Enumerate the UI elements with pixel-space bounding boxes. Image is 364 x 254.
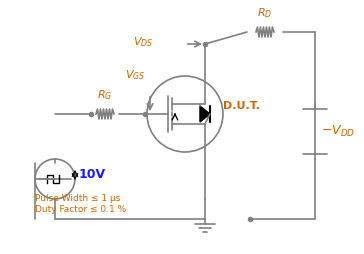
Text: $V_{GS}$: $V_{GS}$ [125,68,145,82]
Text: Pulse Width ≤ 1 μs: Pulse Width ≤ 1 μs [35,194,120,203]
Text: Duty Factor ≤ 0.1 %: Duty Factor ≤ 0.1 % [35,205,126,214]
Text: $V_{DS}$: $V_{DS}$ [133,35,153,49]
Polygon shape [200,106,210,122]
Text: $-V_{DD}$: $-V_{DD}$ [321,124,355,139]
Text: D.U.T.: D.U.T. [223,101,260,111]
Text: $R_G$: $R_G$ [97,88,113,102]
Text: 10V: 10V [79,168,106,182]
Text: $R_D$: $R_D$ [257,6,273,20]
